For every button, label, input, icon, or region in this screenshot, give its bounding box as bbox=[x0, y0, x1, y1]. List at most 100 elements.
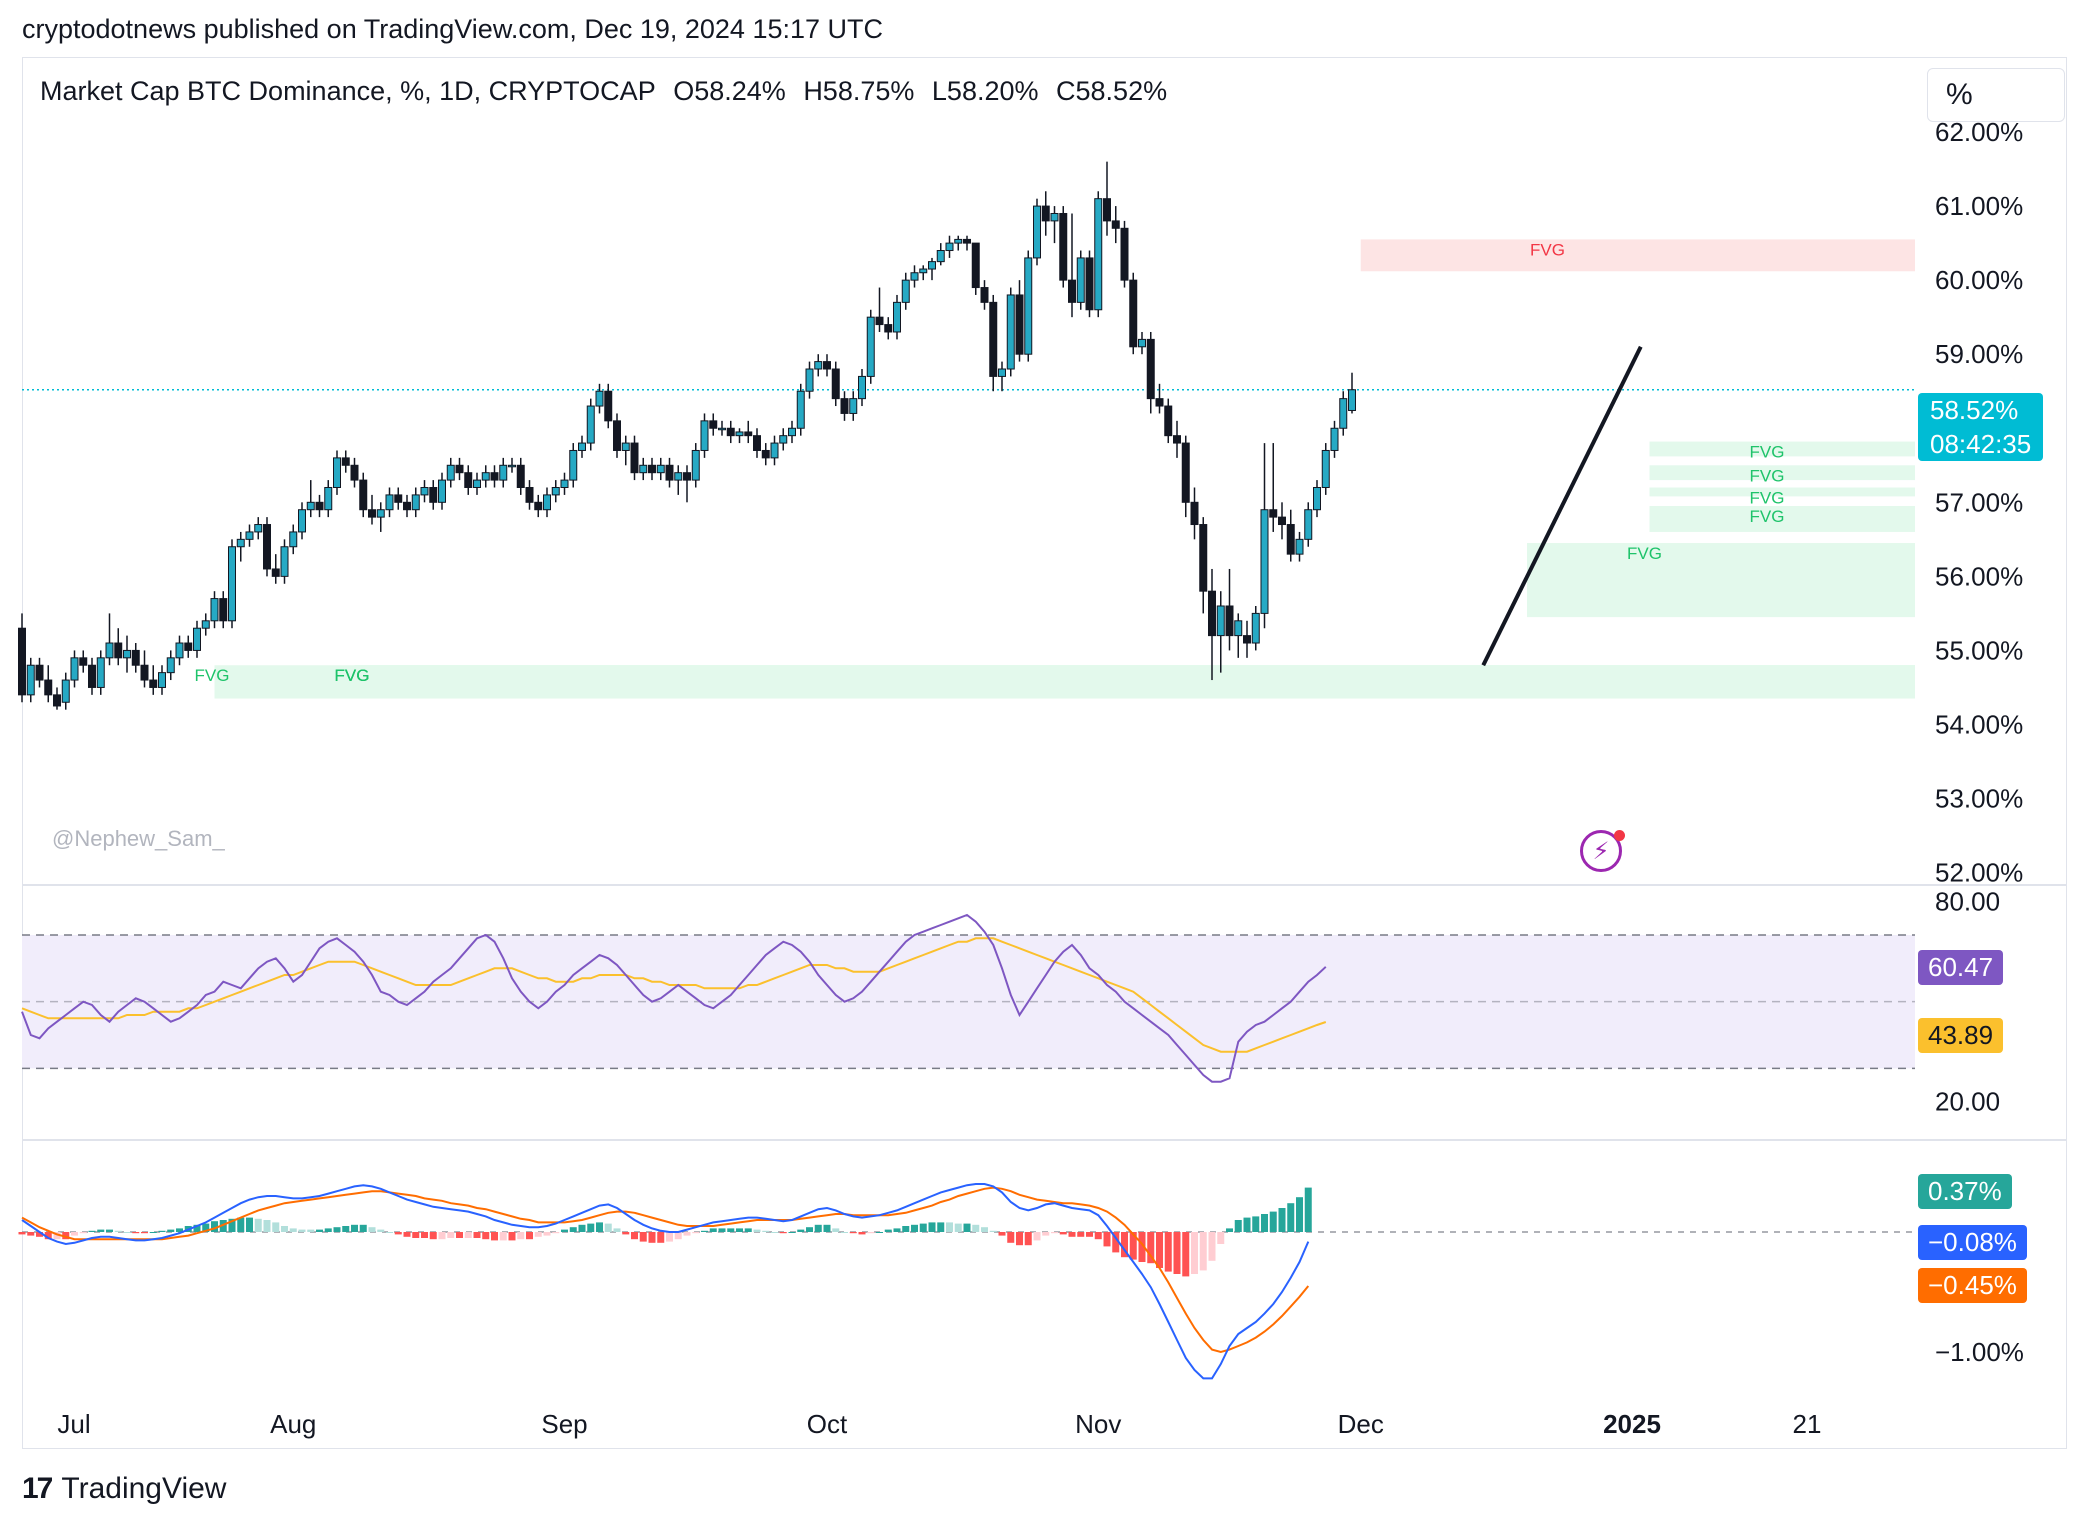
macd-histogram-bar bbox=[132, 1232, 140, 1234]
fvg-label: FVG bbox=[1750, 466, 1785, 485]
price-tick-label: 59.00% bbox=[1935, 339, 2023, 369]
candle-body bbox=[613, 420, 621, 451]
candle-body bbox=[35, 664, 44, 681]
macd-histogram-bar bbox=[666, 1232, 673, 1242]
macd-histogram-bar bbox=[893, 1228, 901, 1232]
candle-body bbox=[648, 464, 656, 474]
macd-histogram-bar bbox=[447, 1232, 455, 1238]
indicator-series bbox=[18, 913, 1327, 1380]
macd-line bbox=[21, 1183, 1310, 1380]
candle-body bbox=[1094, 198, 1103, 311]
fvg-label: FVG bbox=[1750, 489, 1785, 508]
candle-body bbox=[158, 672, 166, 688]
macd-histogram-bar bbox=[508, 1232, 516, 1241]
macd-histogram-bar bbox=[1252, 1216, 1260, 1232]
notification-dot-icon bbox=[1614, 830, 1625, 841]
candle-body bbox=[263, 524, 271, 570]
candle-body bbox=[674, 472, 683, 481]
candle-body bbox=[910, 272, 919, 281]
candle-body bbox=[271, 568, 280, 577]
candle-body bbox=[1129, 279, 1138, 348]
macd-histogram-bar bbox=[526, 1232, 533, 1240]
candle-body bbox=[1251, 612, 1260, 644]
candle-body bbox=[26, 664, 35, 696]
rsi-value-tag: 60.47 bbox=[1918, 950, 2004, 985]
price-tick-label: 53.00% bbox=[1935, 784, 2023, 814]
macd-histogram-bar bbox=[1243, 1217, 1251, 1232]
tradingview-logo[interactable]: 17 TradingView bbox=[22, 1472, 226, 1506]
fvg-label: FVG bbox=[1530, 240, 1565, 259]
macd-histogram-bar bbox=[219, 1220, 227, 1232]
candle-body bbox=[350, 464, 359, 481]
candle-body bbox=[368, 509, 376, 518]
macd-histogram-bar bbox=[351, 1224, 358, 1232]
macd-histogram-bar bbox=[648, 1232, 656, 1243]
macd-histogram-bar bbox=[517, 1232, 525, 1240]
macd-histogram-bar bbox=[1016, 1232, 1023, 1246]
candle-body bbox=[595, 390, 604, 407]
price-tick-label: 54.00% bbox=[1935, 709, 2023, 739]
candle-body bbox=[683, 472, 691, 481]
macd-histogram-bar bbox=[491, 1232, 498, 1241]
candle-body bbox=[1286, 524, 1295, 555]
macd-histogram-bar bbox=[1024, 1232, 1032, 1246]
macd-histogram-bar bbox=[1156, 1232, 1163, 1268]
macd-histogram-bar bbox=[342, 1226, 350, 1232]
candle-body bbox=[254, 524, 263, 533]
macd-histogram-bar bbox=[281, 1226, 288, 1232]
macd-histogram-bar bbox=[71, 1232, 78, 1236]
rsi-tick-label: 20.00 bbox=[1935, 1087, 2000, 1117]
candle-body bbox=[53, 694, 61, 707]
macd-histogram-bar bbox=[718, 1228, 726, 1232]
macd-histogram-bar bbox=[1129, 1232, 1137, 1260]
fvg-zone bbox=[1360, 239, 1915, 272]
macd-histogram-bar bbox=[202, 1223, 210, 1232]
candle-body bbox=[639, 464, 648, 474]
candle-body bbox=[1260, 509, 1269, 614]
macd-histogram-bar bbox=[613, 1228, 621, 1232]
macd-histogram-bar bbox=[359, 1224, 367, 1232]
macd-histogram-bar bbox=[534, 1232, 542, 1237]
macd-histogram-bar bbox=[1269, 1211, 1277, 1232]
candle-body bbox=[691, 449, 700, 481]
candle-body bbox=[954, 238, 963, 244]
macd-histogram-bar bbox=[543, 1232, 551, 1236]
candle-body bbox=[88, 664, 96, 688]
candle-body bbox=[656, 464, 665, 474]
candle-body bbox=[998, 368, 1006, 377]
candle-body bbox=[788, 427, 796, 437]
candle-body bbox=[298, 509, 306, 533]
macd-histogram-bar bbox=[919, 1223, 927, 1232]
fvg-zone bbox=[1649, 487, 1915, 497]
candle-body bbox=[840, 398, 849, 414]
macd-histogram-bar bbox=[1033, 1232, 1041, 1241]
macd-histogram-bar bbox=[499, 1232, 507, 1241]
macd-histogram-bar bbox=[1226, 1228, 1233, 1232]
macd-histogram-bar bbox=[806, 1227, 813, 1232]
macd-histogram-bar bbox=[1164, 1232, 1172, 1272]
candle-body bbox=[1190, 501, 1199, 526]
macd-histogram-bar bbox=[797, 1229, 805, 1232]
macd-histogram-bar bbox=[298, 1229, 306, 1232]
macd-histogram-bar bbox=[237, 1217, 245, 1232]
macd-histogram-bar bbox=[709, 1228, 717, 1232]
macd-histogram-bar bbox=[981, 1227, 988, 1232]
candle-body bbox=[1024, 257, 1033, 355]
candle-body bbox=[849, 398, 858, 414]
fvg-zone bbox=[1649, 506, 1915, 532]
macd-histogram-bar bbox=[911, 1224, 918, 1232]
macd-histogram-bar bbox=[569, 1227, 577, 1232]
ohlc-high: H58.75% bbox=[803, 76, 915, 106]
percent-scale-button[interactable]: % bbox=[1927, 68, 2065, 122]
macd-histogram-bar bbox=[876, 1232, 883, 1233]
candle-body bbox=[1006, 294, 1015, 370]
bar-countdown: 08:42:35 bbox=[1930, 429, 2032, 459]
macd-histogram-bar bbox=[333, 1227, 341, 1232]
lightning-icon[interactable]: ⚡ bbox=[1580, 830, 1622, 872]
candle-body bbox=[490, 472, 499, 481]
candle-body bbox=[534, 501, 543, 511]
chart-frame bbox=[22, 57, 2067, 1449]
candle-body bbox=[280, 546, 289, 577]
